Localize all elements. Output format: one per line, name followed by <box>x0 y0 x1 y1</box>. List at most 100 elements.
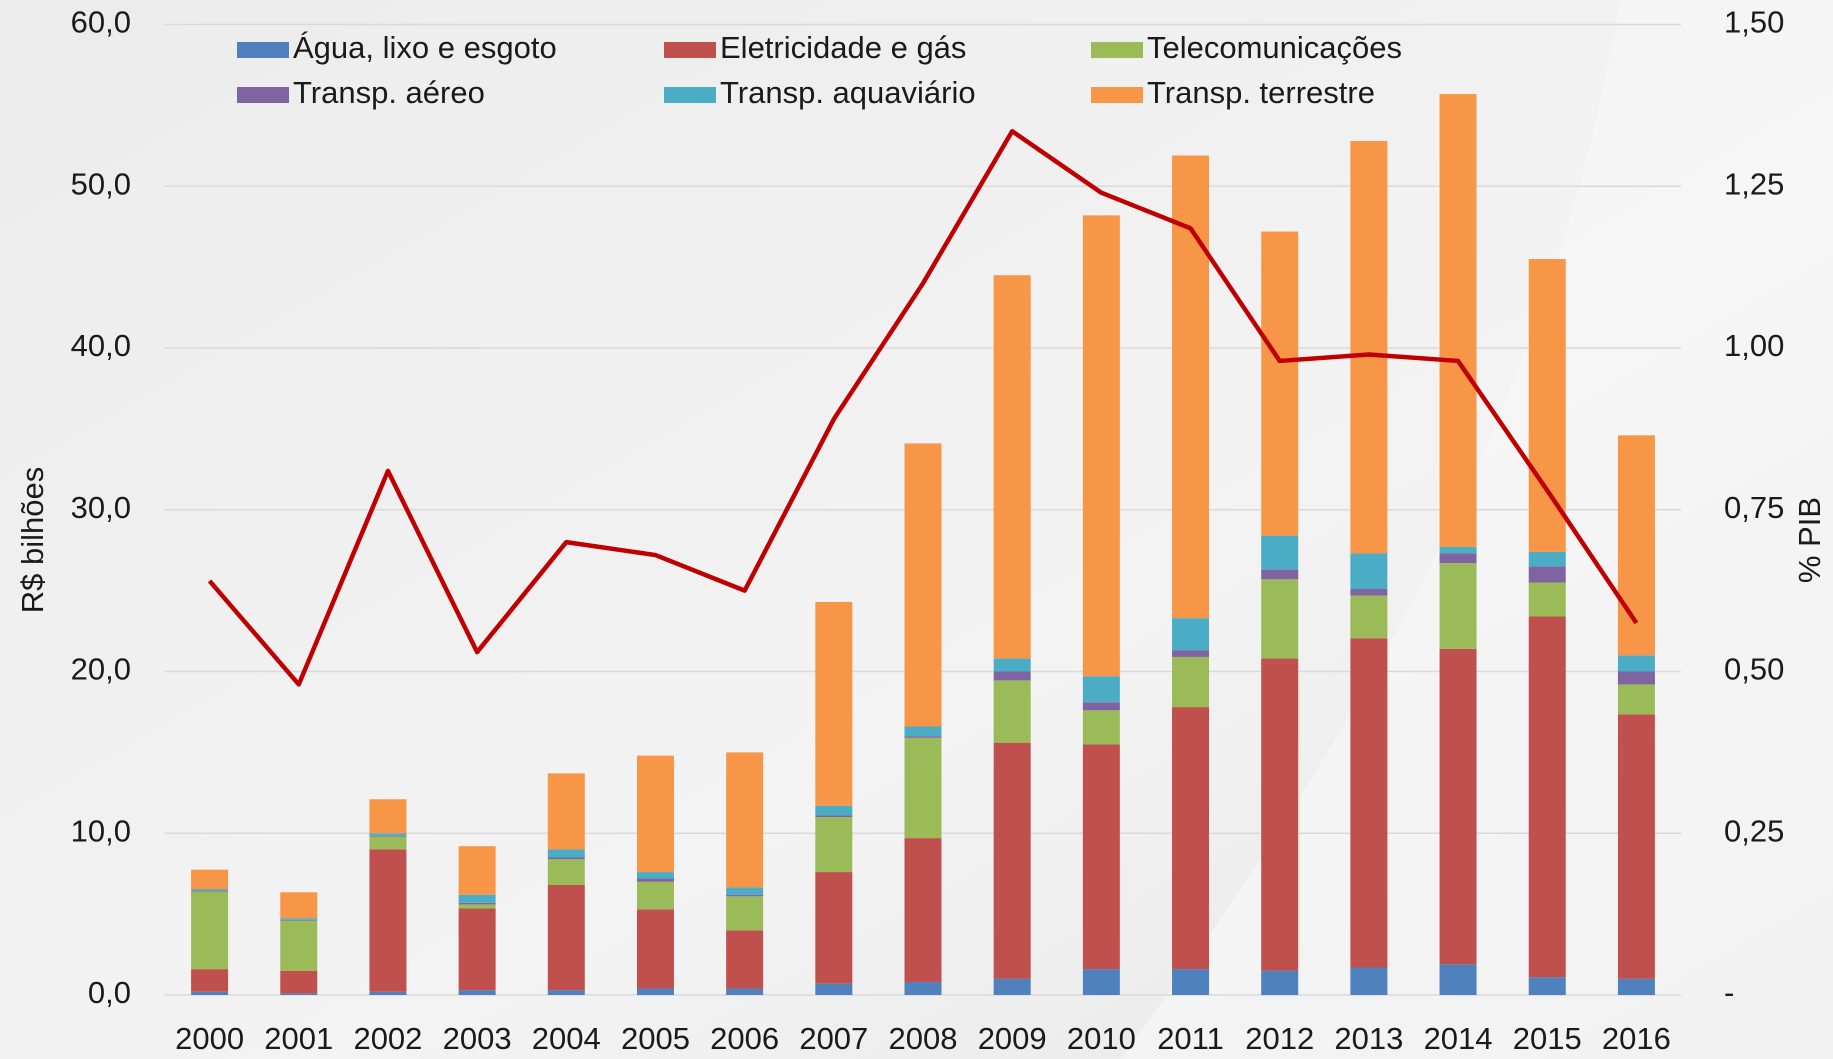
bar-segment <box>1082 676 1120 703</box>
x-tick-label: 2016 <box>1602 1021 1671 1056</box>
bar-segment <box>547 849 585 858</box>
y-tick-label: 40,0 <box>71 328 131 363</box>
bar-segment <box>191 991 229 995</box>
bar-segment <box>1261 970 1299 995</box>
y2-tick-label: 1,50 <box>1724 5 1784 40</box>
x-tick-label: 2013 <box>1334 1021 1403 1056</box>
bar-segment <box>636 988 674 995</box>
bar-segment <box>1350 589 1388 596</box>
legend-label: Água, lixo e esgoto <box>293 30 557 65</box>
bar-segment <box>993 680 1031 743</box>
legend-label: Telecomunicações <box>1147 30 1402 65</box>
x-tick-label: 2014 <box>1424 1021 1493 1056</box>
bar-segment <box>1617 655 1655 672</box>
bar-segment <box>1528 582 1566 617</box>
bar-segment <box>1350 638 1388 968</box>
x-tick-label: 2015 <box>1513 1021 1582 1056</box>
x-tick-label: 2002 <box>353 1021 422 1056</box>
bar-segment <box>1082 744 1120 970</box>
bar-segment <box>904 982 942 995</box>
bar-segment <box>815 872 853 984</box>
legend-label: Transp. aéreo <box>293 75 485 110</box>
x-tick-label: 2009 <box>978 1021 1047 1056</box>
bar-segment <box>1439 563 1477 649</box>
legend-swatch <box>664 42 716 58</box>
bar-segment <box>815 601 853 806</box>
bar-segment <box>993 671 1031 681</box>
legend-swatch <box>664 87 716 103</box>
bar-segment <box>458 904 496 909</box>
bar-segment <box>636 755 674 873</box>
bar-segment <box>1617 714 1655 979</box>
y-tick-label: 50,0 <box>71 166 131 201</box>
y2-tick-label: 0,50 <box>1724 652 1784 687</box>
bar-segment <box>191 890 229 892</box>
bar-segment <box>636 878 674 882</box>
bar-segment <box>1261 579 1299 659</box>
bar-segment <box>1172 155 1210 619</box>
bar-segment <box>1439 94 1477 547</box>
bar-segment <box>1439 546 1477 554</box>
bar-segment <box>547 990 585 995</box>
bar-segment <box>1261 569 1299 580</box>
bar-segment <box>1528 566 1566 583</box>
bar-segment <box>280 920 318 971</box>
bar-segment <box>1082 702 1120 711</box>
legend-label: Transp. aquaviário <box>720 75 976 110</box>
bar-segment <box>280 919 318 921</box>
bar-segment <box>726 887 764 895</box>
bar-segment <box>1350 595 1388 639</box>
bar-segment <box>1172 650 1210 657</box>
bar-segment <box>458 902 496 905</box>
bar-segment <box>369 833 407 836</box>
bar-segment <box>547 773 585 850</box>
x-tick-label: 2008 <box>889 1021 958 1056</box>
bar-segment <box>369 991 407 995</box>
x-tick-label: 2005 <box>621 1021 690 1056</box>
bar-segment <box>636 881 674 910</box>
bar-segment <box>1617 435 1655 656</box>
bar-segment <box>1172 656 1210 708</box>
bar-segment <box>1439 648 1477 965</box>
bar-segment <box>993 658 1031 672</box>
bar-segment <box>1082 215 1120 677</box>
bar-segment <box>1082 710 1120 745</box>
bar-segment <box>815 815 853 818</box>
bar-segment <box>1350 553 1388 590</box>
x-tick-label: 2000 <box>175 1021 244 1056</box>
bar-segment <box>1082 969 1120 995</box>
bar-segment <box>904 726 942 737</box>
y-tick-label: 60,0 <box>71 5 131 40</box>
bar-segment <box>993 978 1031 995</box>
bar-segment <box>369 849 407 992</box>
x-tick-label: 2003 <box>443 1021 512 1056</box>
bar-segment <box>904 443 942 727</box>
bar-segment <box>280 993 318 995</box>
bar-segment <box>280 918 318 920</box>
bar-segment <box>458 846 496 895</box>
bar-segment <box>636 872 674 879</box>
legend-swatch <box>1091 87 1143 103</box>
y-tick-label: 0,0 <box>88 975 131 1010</box>
bar-segment <box>369 836 407 850</box>
bar-segment <box>1261 658 1299 971</box>
bar-segment <box>815 805 853 816</box>
bar-segment <box>547 885 585 991</box>
bar-segment <box>1172 618 1210 651</box>
legend-swatch <box>237 87 289 103</box>
bar-segment <box>369 799 407 834</box>
bar-segment <box>993 742 1031 979</box>
bar-segment <box>1617 684 1655 715</box>
bar-segment <box>636 909 674 989</box>
legend-label: Transp. terrestre <box>1147 75 1375 110</box>
bar-segment <box>726 752 764 888</box>
bar-segment <box>1439 553 1477 564</box>
bar-segment <box>1439 964 1477 995</box>
bar-segment <box>1617 671 1655 685</box>
bar-segment <box>1350 967 1388 995</box>
bar-segment <box>726 894 764 897</box>
bar-segment <box>1528 616 1566 978</box>
x-tick-label: 2011 <box>1157 1021 1224 1056</box>
y2-tick-label: - <box>1724 975 1734 1010</box>
bar-segment <box>458 908 496 991</box>
